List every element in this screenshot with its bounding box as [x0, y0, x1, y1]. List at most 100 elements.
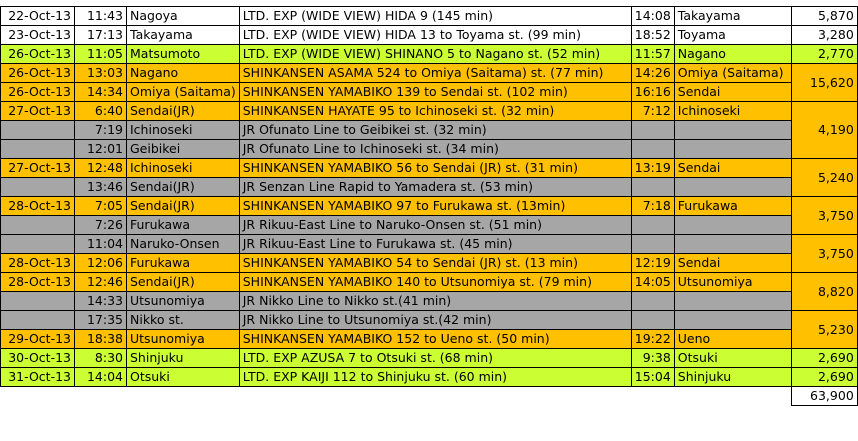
departure-time-cell[interactable]: 12:06 — [74, 253, 127, 273]
date-cell[interactable]: 28-Oct-13 — [0, 253, 75, 273]
train-cell[interactable]: JR Senzan Line Rapid to Yamadera st. (53… — [238, 177, 632, 197]
to-station-cell[interactable] — [673, 120, 792, 140]
train-cell[interactable]: LTD. EXP AZUSA 7 to Otsuki st. (68 min) — [238, 348, 632, 368]
date-cell[interactable]: 27-Oct-13 — [0, 158, 75, 178]
arrival-time-cell[interactable] — [630, 310, 675, 330]
from-station-cell[interactable]: Matsumoto — [126, 44, 240, 64]
date-cell[interactable] — [0, 234, 75, 254]
to-station-cell[interactable]: Ueno — [673, 329, 792, 349]
fare-cell[interactable]: 5,230 — [790, 310, 858, 349]
fare-cell[interactable]: 15,620 — [790, 63, 858, 102]
train-cell[interactable]: SHINKANSEN YAMABIKO 152 to Ueno st. (50 … — [238, 329, 632, 349]
arrival-time-cell[interactable]: 13:19 — [630, 158, 675, 178]
train-cell[interactable]: LTD. EXP KAIJI 112 to Shinjuku st. (60 m… — [238, 367, 632, 387]
departure-time-cell[interactable]: 8:30 — [74, 348, 127, 368]
arrival-time-cell[interactable]: 14:08 — [630, 6, 675, 26]
from-station-cell[interactable]: Otsuki — [126, 367, 240, 387]
fare-cell[interactable]: 3,280 — [790, 25, 858, 45]
to-station-cell[interactable]: Shinjuku — [673, 367, 792, 387]
date-cell[interactable] — [0, 215, 75, 235]
date-cell[interactable]: 30-Oct-13 — [0, 348, 75, 368]
arrival-time-cell[interactable] — [630, 120, 675, 140]
train-cell[interactable]: JR Ofunato Line to Geibikei st. (32 min) — [238, 120, 632, 140]
to-station-cell[interactable]: Nagano — [673, 44, 792, 64]
arrival-time-cell[interactable] — [630, 139, 675, 159]
date-cell[interactable]: 31-Oct-13 — [0, 367, 75, 387]
train-cell[interactable]: JR Rikuu-East Line to Naruko-Onsen st. (… — [238, 215, 632, 235]
to-station-cell[interactable]: Omiya (Saitama) — [673, 63, 792, 83]
date-cell[interactable]: 26-Oct-13 — [0, 44, 75, 64]
to-station-cell[interactable]: Sendai — [673, 253, 792, 273]
train-cell[interactable]: JR Nikko Line to Nikko st.(41 min) — [238, 291, 632, 311]
arrival-time-cell[interactable] — [630, 177, 675, 197]
fare-cell[interactable]: 2,770 — [790, 44, 858, 64]
from-station-cell[interactable]: Sendai(JR) — [126, 272, 240, 292]
to-station-cell[interactable]: Ichinoseki — [673, 101, 792, 121]
to-station-cell[interactable] — [673, 177, 792, 197]
date-cell[interactable]: 22-Oct-13 — [0, 6, 75, 26]
date-cell[interactable]: 28-Oct-13 — [0, 196, 75, 216]
departure-time-cell[interactable]: 6:40 — [74, 101, 127, 121]
from-station-cell[interactable]: Utsunomiya — [126, 291, 240, 311]
train-cell[interactable]: SHINKANSEN YAMABIKO 97 to Furukawa st. (… — [238, 196, 632, 216]
train-cell[interactable]: SHINKANSEN YAMABIKO 54 to Sendai (JR) st… — [238, 253, 632, 273]
departure-time-cell[interactable]: 17:13 — [74, 25, 127, 45]
fare-cell[interactable]: 5,870 — [790, 6, 858, 26]
fare-cell[interactable]: 2,690 — [790, 348, 858, 368]
arrival-time-cell[interactable]: 19:22 — [630, 329, 675, 349]
date-cell[interactable]: 28-Oct-13 — [0, 272, 75, 292]
arrival-time-cell[interactable]: 14:26 — [630, 63, 675, 83]
departure-time-cell[interactable]: 12:01 — [74, 139, 127, 159]
from-station-cell[interactable]: Ichinoseki — [126, 120, 240, 140]
fare-cell[interactable]: 8,820 — [790, 272, 858, 311]
train-cell[interactable]: LTD. EXP (WIDE VIEW) SHINANO 5 to Nagano… — [238, 44, 632, 64]
date-cell[interactable] — [0, 120, 75, 140]
departure-time-cell[interactable]: 13:03 — [74, 63, 127, 83]
to-station-cell[interactable]: Utsunomiya — [673, 272, 792, 292]
arrival-time-cell[interactable]: 9:38 — [630, 348, 675, 368]
train-cell[interactable]: JR Rikuu-East Line to Furukawa st. (45 m… — [238, 234, 632, 254]
to-station-cell[interactable]: Furukawa — [673, 196, 792, 216]
departure-time-cell[interactable]: 11:43 — [74, 6, 127, 26]
fare-cell[interactable]: 3,750 — [790, 234, 858, 273]
arrival-time-cell[interactable]: 18:52 — [630, 25, 675, 45]
departure-time-cell[interactable]: 14:04 — [74, 367, 127, 387]
from-station-cell[interactable]: Furukawa — [126, 253, 240, 273]
to-station-cell[interactable] — [673, 234, 792, 254]
date-cell[interactable] — [0, 177, 75, 197]
departure-time-cell[interactable]: 13:46 — [74, 177, 127, 197]
date-cell[interactable]: 27-Oct-13 — [0, 101, 75, 121]
arrival-time-cell[interactable]: 7:12 — [630, 101, 675, 121]
date-cell[interactable] — [0, 291, 75, 311]
arrival-time-cell[interactable]: 11:57 — [630, 44, 675, 64]
departure-time-cell[interactable]: 12:46 — [74, 272, 127, 292]
from-station-cell[interactable]: Nikko st. — [126, 310, 240, 330]
train-cell[interactable]: SHINKANSEN ASAMA 524 to Omiya (Saitama) … — [238, 63, 632, 83]
date-cell[interactable]: 29-Oct-13 — [0, 329, 75, 349]
from-station-cell[interactable]: Sendai(JR) — [126, 196, 240, 216]
arrival-time-cell[interactable] — [630, 234, 675, 254]
to-station-cell[interactable] — [673, 215, 792, 235]
arrival-time-cell[interactable] — [630, 291, 675, 311]
arrival-time-cell[interactable]: 12:19 — [630, 253, 675, 273]
train-cell[interactable]: SHINKANSEN HAYATE 95 to Ichinoseki st. (… — [238, 101, 632, 121]
date-cell[interactable] — [0, 139, 75, 159]
departure-time-cell[interactable]: 11:04 — [74, 234, 127, 254]
arrival-time-cell[interactable]: 7:18 — [630, 196, 675, 216]
from-station-cell[interactable]: Geibikei — [126, 139, 240, 159]
departure-time-cell[interactable]: 7:19 — [74, 120, 127, 140]
arrival-time-cell[interactable]: 16:16 — [630, 82, 675, 102]
from-station-cell[interactable]: Naruko-Onsen — [126, 234, 240, 254]
departure-time-cell[interactable]: 12:48 — [74, 158, 127, 178]
fare-cell[interactable]: 4,190 — [790, 101, 858, 159]
fare-cell[interactable]: 5,240 — [790, 158, 858, 197]
departure-time-cell[interactable]: 18:38 — [74, 329, 127, 349]
date-cell[interactable]: 23-Oct-13 — [0, 25, 75, 45]
arrival-time-cell[interactable]: 14:05 — [630, 272, 675, 292]
from-station-cell[interactable]: Furukawa — [126, 215, 240, 235]
to-station-cell[interactable] — [673, 310, 792, 330]
departure-time-cell[interactable]: 14:34 — [74, 82, 127, 102]
departure-time-cell[interactable]: 7:05 — [74, 196, 127, 216]
departure-time-cell[interactable]: 11:05 — [74, 44, 127, 64]
date-cell[interactable] — [0, 310, 75, 330]
